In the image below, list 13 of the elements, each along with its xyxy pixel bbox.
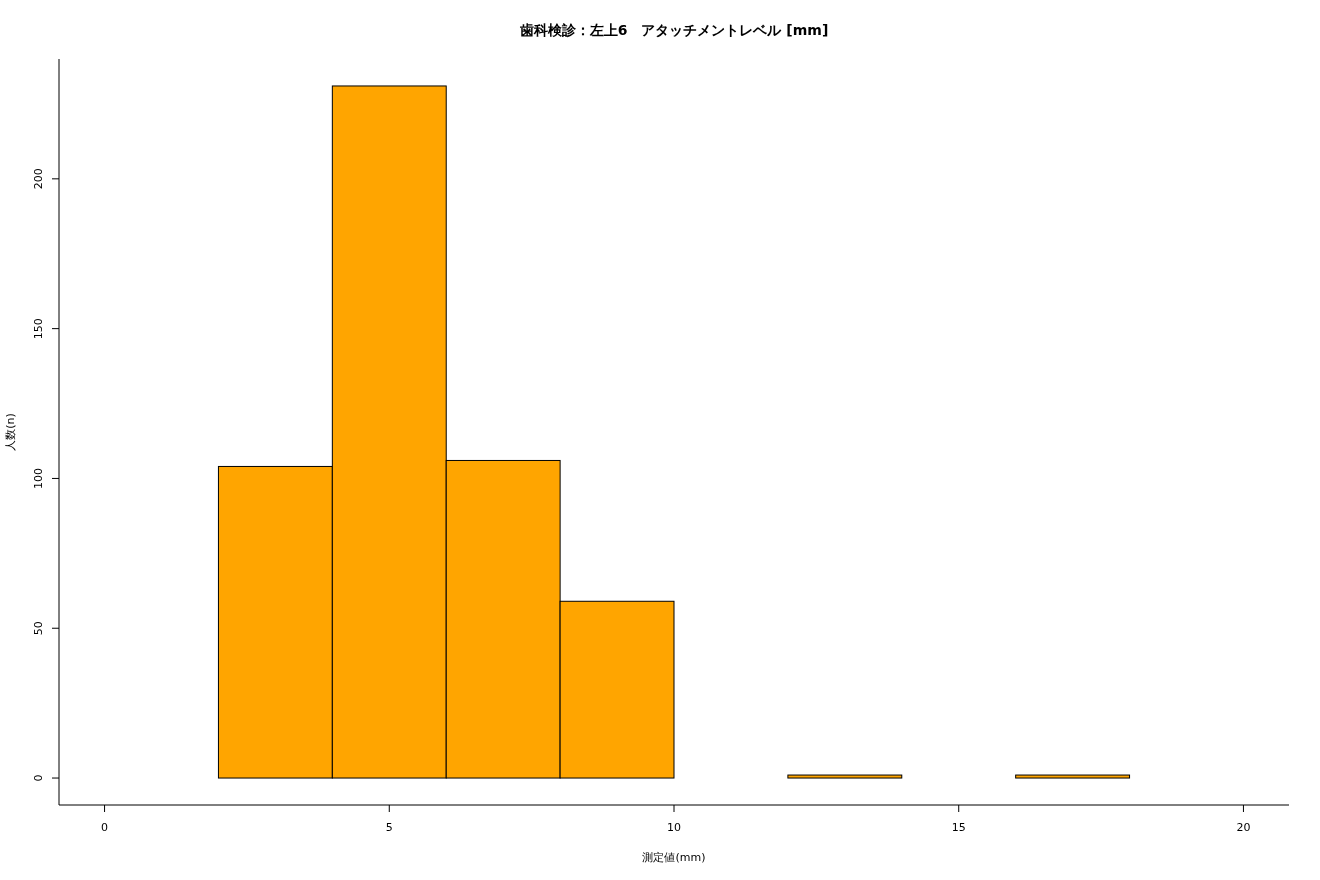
y-tick-label: 150 (32, 318, 45, 340)
y-tick-label: 200 (32, 168, 45, 190)
x-tick-label: 10 (667, 821, 681, 834)
chart-title: 歯科検診：左上6 アタッチメントレベル [mm] (518, 22, 829, 38)
y-axis-title: 人数(n) (4, 413, 17, 451)
y-tick-label: 0 (32, 774, 45, 782)
x-axis-title: 測定値(mm) (642, 851, 706, 864)
x-tick-label: 15 (951, 821, 966, 834)
x-tick-label: 5 (385, 821, 393, 834)
x-tick-label: 0 (101, 821, 109, 834)
y-tick-label: 100 (32, 467, 45, 489)
y-tick-label: 50 (32, 621, 45, 636)
x-tick-label: 20 (1236, 821, 1251, 834)
